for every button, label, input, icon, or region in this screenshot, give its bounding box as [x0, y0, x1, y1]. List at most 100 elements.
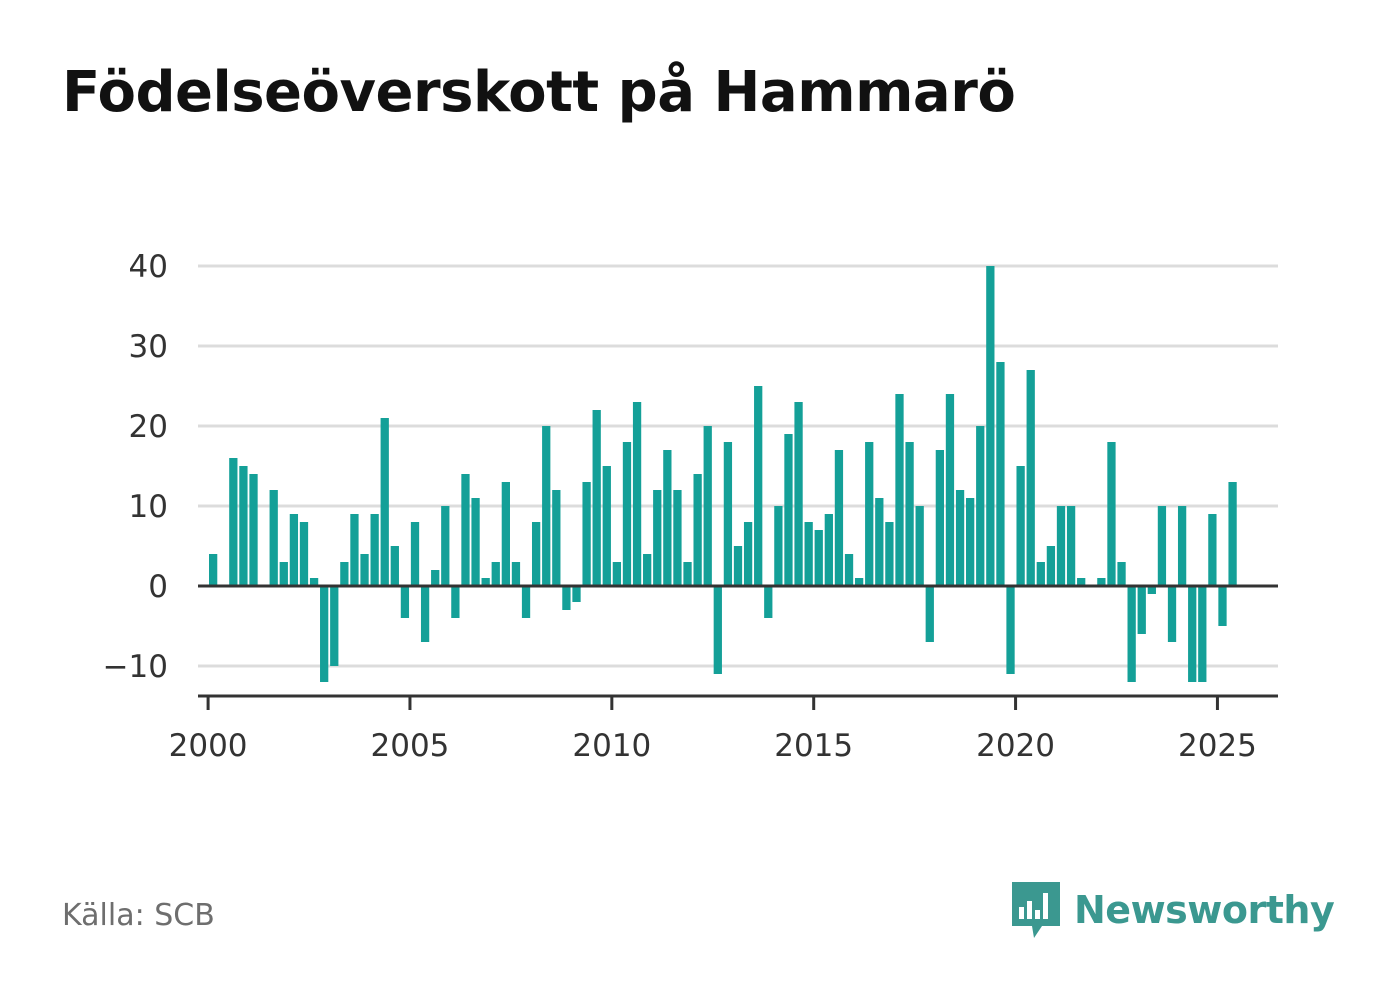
bar: [854, 578, 864, 586]
bar: [582, 482, 591, 586]
x-tick-label: 2000: [169, 728, 248, 764]
x-tick-label: 2005: [371, 728, 450, 764]
bar: [925, 586, 934, 642]
bar: [390, 546, 399, 586]
bar: [1036, 562, 1045, 586]
bar: [360, 554, 369, 586]
bar: [400, 586, 410, 618]
x-tick-label: 2010: [572, 728, 651, 764]
bar: [1066, 506, 1076, 586]
bar: [269, 490, 278, 586]
bar: [622, 442, 632, 586]
bar: [804, 522, 813, 586]
bar: [1137, 586, 1146, 634]
brand-name: Newsworthy: [1074, 888, 1335, 932]
bar: [491, 562, 500, 586]
bar: [743, 522, 753, 586]
bar: [1056, 506, 1066, 586]
y-tick-label: 20: [129, 409, 168, 445]
bar: [976, 426, 985, 586]
bar: [955, 490, 965, 586]
bar: [299, 522, 309, 586]
bar: [309, 578, 319, 586]
bar: [1147, 586, 1156, 594]
bar: [1208, 514, 1217, 586]
bar: [370, 514, 379, 586]
bar: [905, 442, 914, 586]
bar: [966, 498, 975, 586]
grid-lines: [198, 264, 1278, 668]
bar: [1177, 506, 1187, 586]
bar: [713, 586, 722, 674]
bar: [663, 450, 672, 586]
bar: [784, 434, 793, 586]
x-tick-label: 2020: [976, 728, 1055, 764]
bar: [915, 506, 924, 586]
bar: [572, 586, 581, 602]
bar: [643, 554, 652, 586]
bar: [834, 450, 844, 586]
bar: [885, 522, 894, 586]
chart-title: Födelseöverskott på Hammarö: [62, 60, 1016, 125]
bar: [461, 474, 470, 586]
bar: [1167, 586, 1177, 642]
y-tick-label: 30: [129, 329, 168, 365]
bar: [1077, 578, 1086, 586]
bar: [723, 442, 733, 586]
bar: [844, 554, 854, 586]
bar: [279, 562, 288, 586]
y-axis-labels: −10 0 10 20 30 40: [103, 249, 168, 685]
y-tick-label: −10: [103, 649, 168, 685]
bar: [1117, 562, 1126, 586]
bar: [1107, 442, 1116, 586]
newsworthy-brand: Newsworthy: [1010, 880, 1335, 940]
newsworthy-logo-icon: [1012, 882, 1060, 938]
bar: [653, 490, 662, 586]
bar: [531, 522, 541, 586]
bar: [865, 442, 874, 586]
bar: [451, 586, 460, 618]
bar: [1097, 578, 1106, 586]
bar: [612, 562, 622, 586]
bar: [431, 570, 440, 586]
bar: [996, 362, 1005, 586]
bar: [764, 586, 773, 618]
bar: [814, 530, 823, 586]
bar: [1198, 586, 1207, 682]
bar: [1218, 586, 1227, 626]
bar: [229, 458, 238, 586]
y-tick-label: 10: [129, 489, 168, 525]
bar: [471, 498, 480, 586]
bar: [420, 586, 430, 642]
bar: [945, 394, 955, 586]
bar: [340, 562, 349, 586]
bar: [1026, 370, 1035, 586]
bar: [774, 506, 783, 586]
bar: [733, 546, 743, 586]
bar: [754, 386, 763, 586]
bar: [1127, 586, 1136, 682]
bar: [410, 522, 420, 586]
bar: [683, 562, 692, 586]
bar: [380, 418, 389, 586]
bar: [875, 498, 884, 586]
bar: [441, 506, 450, 586]
bar: [552, 490, 561, 586]
y-tick-label: 0: [148, 569, 168, 605]
bar: [1157, 506, 1167, 586]
bar: [350, 514, 359, 586]
x-tick-label: 2025: [1178, 728, 1257, 764]
x-axis-labels: 2000 2005 2010 2015 2020 2025: [169, 728, 1257, 764]
y-tick-label: 40: [129, 249, 168, 285]
bar: [481, 578, 490, 586]
bar: [824, 514, 833, 586]
axes: [198, 584, 1278, 710]
source-note: Källa: SCB: [62, 898, 215, 933]
bar: [542, 426, 551, 586]
bar: [562, 586, 571, 610]
bar: [794, 402, 803, 586]
bars: [209, 266, 1237, 682]
bar: [632, 402, 642, 586]
bar: [511, 562, 521, 586]
